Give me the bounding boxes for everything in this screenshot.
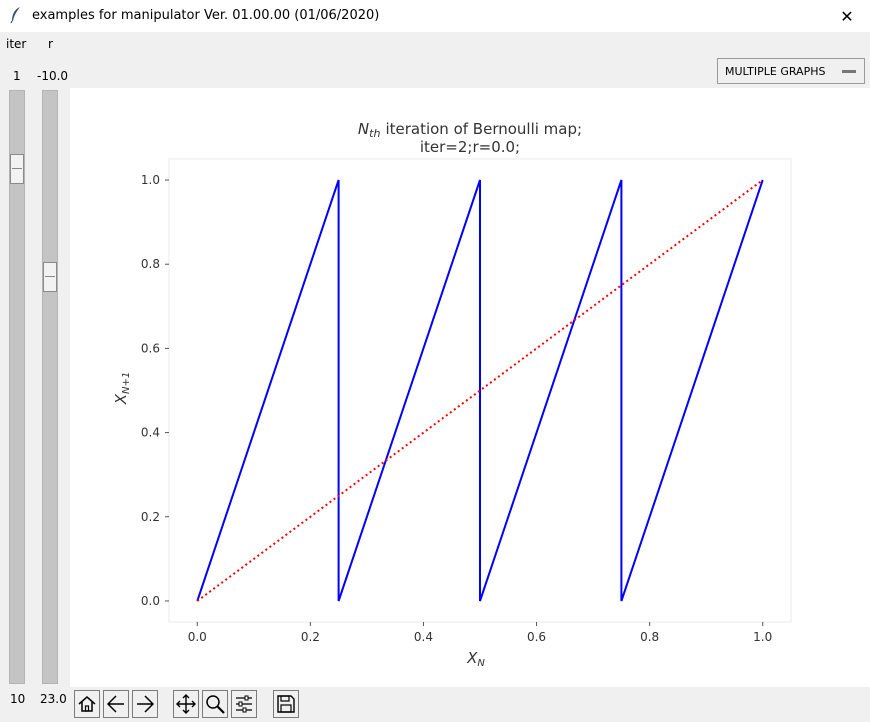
x-tick-label: 0.6 [527,630,546,644]
save-icon [277,695,295,713]
y-tick-label: 0.0 [141,594,160,608]
slider-r-thumb[interactable] [43,261,57,292]
forward-button[interactable] [132,690,158,718]
y-tick-label: 1.0 [141,173,160,187]
y-tick-label: 0.6 [141,341,160,355]
slider-iter-to: 10 [10,692,26,706]
x-tick-label: 0.8 [640,630,659,644]
menubutton-label: MULTIPLE GRAPHS [725,64,826,78]
y-axis-label: XN+1 [112,372,132,406]
back-arrow-icon [106,695,124,713]
bernoulli-map-line [196,179,764,602]
slider-iter-label: iter [6,37,27,51]
pan-icon [176,694,196,714]
window-titlebar: examples for manipulator Ver. 01.00.00 (… [0,0,870,32]
x-tick-label: 0.2 [301,630,320,644]
x-tick-label: 0.0 [188,630,207,644]
chart-title: Nth iteration of Bernoulli map; [358,120,582,140]
y-tick-label: 0.4 [141,426,160,440]
window-title: examples for manipulator Ver. 01.00.00 (… [32,8,380,23]
zoom-button[interactable] [202,690,228,718]
close-button[interactable]: ✕ [840,6,854,26]
plot-figure: Nth iteration of Bernoulli map; iter=2;r=… [70,88,870,687]
slider-r-to: 23.0 [40,692,67,706]
multiple-graphs-menubutton[interactable]: MULTIPLE GRAPHS [717,58,865,84]
slider-r-label: r [48,37,53,51]
y-tick-label: 0.2 [141,510,160,524]
slider-iter-thumb[interactable] [10,153,24,184]
back-button[interactable] [103,690,129,718]
zoom-icon [206,695,225,714]
configure-subplots-button[interactable] [231,690,257,718]
bernoulli-map-chart: Nth iteration of Bernoulli map; iter=2;r=… [112,120,792,669]
menubutton-indicator-icon [842,70,856,73]
configure-subplots-icon [236,695,252,713]
slider-r-trough[interactable] [42,90,58,684]
slider-r-from: -10.0 [37,69,69,83]
forward-arrow-icon [137,695,155,713]
chart-subtitle: iter=2;r=0.0; [420,138,520,156]
pan-button[interactable] [173,690,199,718]
slider-iter-from: 1 [13,69,21,83]
home-button[interactable] [74,690,100,718]
save-button[interactable] [273,690,299,718]
home-icon [78,696,96,712]
x-axis-label: XN [466,649,485,669]
x-tick-label: 1.0 [753,630,772,644]
slider-iter-trough[interactable] [9,90,25,684]
y-tick-label: 0.8 [141,257,160,271]
x-tick-label: 0.4 [414,630,433,644]
feather-icon [10,7,20,24]
